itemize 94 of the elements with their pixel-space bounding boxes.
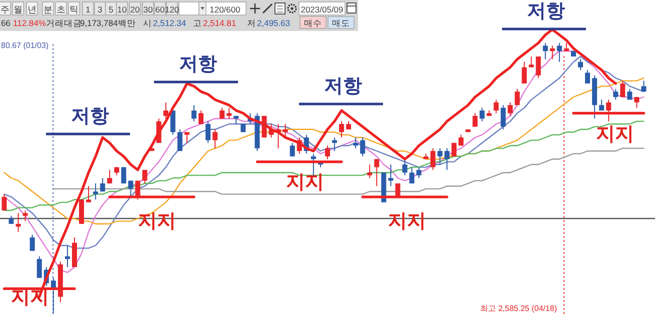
annotation: 최고 2,585.25 (04/18) (480, 304, 558, 313)
candlestick (177, 128, 182, 152)
candlestick (613, 88, 618, 100)
candlestick (556, 42, 562, 62)
text: 120 (164, 4, 180, 14)
candlestick (36, 256, 42, 278)
text: 5 (108, 4, 114, 14)
candlestick (508, 102, 513, 116)
candlestick (212, 128, 218, 149)
candlestick (480, 107, 485, 122)
text: 고 (193, 18, 202, 28)
text: 10 (117, 4, 127, 14)
text: 3 (98, 4, 103, 14)
candlestick (142, 169, 148, 184)
candlestick (430, 148, 436, 170)
text: 120/600 (210, 4, 241, 14)
candlestick (528, 56, 534, 68)
text: 2,512.34 (153, 18, 186, 28)
candlestick (353, 137, 358, 149)
candlestick (542, 42, 548, 60)
candlestick (128, 180, 134, 198)
candlestick (163, 102, 168, 120)
text: 20 (130, 4, 140, 14)
annotation: 지지 (11, 287, 49, 308)
candlestick (290, 142, 295, 157)
annotation: 저항 (324, 76, 362, 98)
text: 년 (28, 4, 36, 14)
text: 66 (1, 18, 11, 28)
candlestick (135, 180, 140, 200)
candlestick (437, 148, 442, 165)
candlestick (332, 137, 338, 152)
candlestick (444, 148, 450, 170)
candlestick (536, 56, 541, 79)
candlestick (191, 104, 196, 122)
candlestick (16, 212, 21, 232)
annotation: 지지 (596, 124, 634, 146)
annotation: 저항 (71, 106, 109, 128)
candlestick (107, 169, 112, 184)
candlestick (522, 61, 527, 84)
candlestick (634, 96, 640, 108)
text: 시 (143, 18, 152, 28)
candlestick (452, 142, 456, 157)
text: 월 (14, 4, 22, 14)
candlestick (360, 137, 366, 157)
candlestick (93, 182, 98, 200)
annotation: 80.67 (01/03) (1, 41, 49, 50)
text: 60 (155, 4, 165, 14)
candlestick (500, 104, 506, 130)
text: 2,495.63 (257, 18, 290, 28)
candlestick (100, 178, 106, 192)
candlestick (206, 120, 211, 144)
text: 거래대금 (46, 18, 82, 28)
candlestick (121, 166, 126, 184)
text: 30 (143, 4, 153, 14)
text: 매수 (304, 18, 322, 28)
candlestick (374, 158, 380, 187)
text: 1 (86, 4, 91, 14)
candlestick (22, 210, 28, 222)
candlestick (64, 245, 70, 268)
candlestick (416, 166, 422, 178)
candlestick (585, 70, 590, 84)
candlestick (472, 112, 478, 128)
candlestick (514, 88, 520, 106)
candlestick (30, 234, 35, 252)
text: 틱 (70, 4, 78, 14)
candlestick (170, 107, 176, 136)
candlestick (282, 124, 288, 138)
text: 초 (56, 4, 66, 14)
candlestick (325, 145, 330, 160)
candlestick (494, 99, 499, 114)
text: 주 (0, 4, 10, 14)
candlestick (86, 186, 92, 203)
candlestick (2, 194, 7, 211)
text: 112.84% (13, 18, 46, 28)
text: 분 (44, 4, 52, 14)
annotation: 지지 (286, 172, 324, 194)
candlestick (388, 164, 394, 187)
text: 저항 (527, 1, 565, 22)
candlestick (409, 166, 414, 184)
candlestick (184, 132, 190, 144)
text: 매도 (332, 18, 350, 28)
candlestick (339, 120, 344, 138)
candlestick (620, 80, 626, 98)
annotation: 저항 (179, 54, 217, 76)
text: 9,173,784백만 (80, 18, 136, 28)
text: 2,514.81 (203, 18, 236, 28)
candlestick (226, 107, 232, 120)
text: 2023/05/09 (300, 4, 344, 14)
candlestick (550, 45, 555, 60)
candlestick (578, 58, 584, 70)
text: 저 (247, 18, 256, 28)
candlestick (402, 158, 408, 176)
candlestick (367, 164, 372, 178)
candlestick (198, 110, 204, 124)
